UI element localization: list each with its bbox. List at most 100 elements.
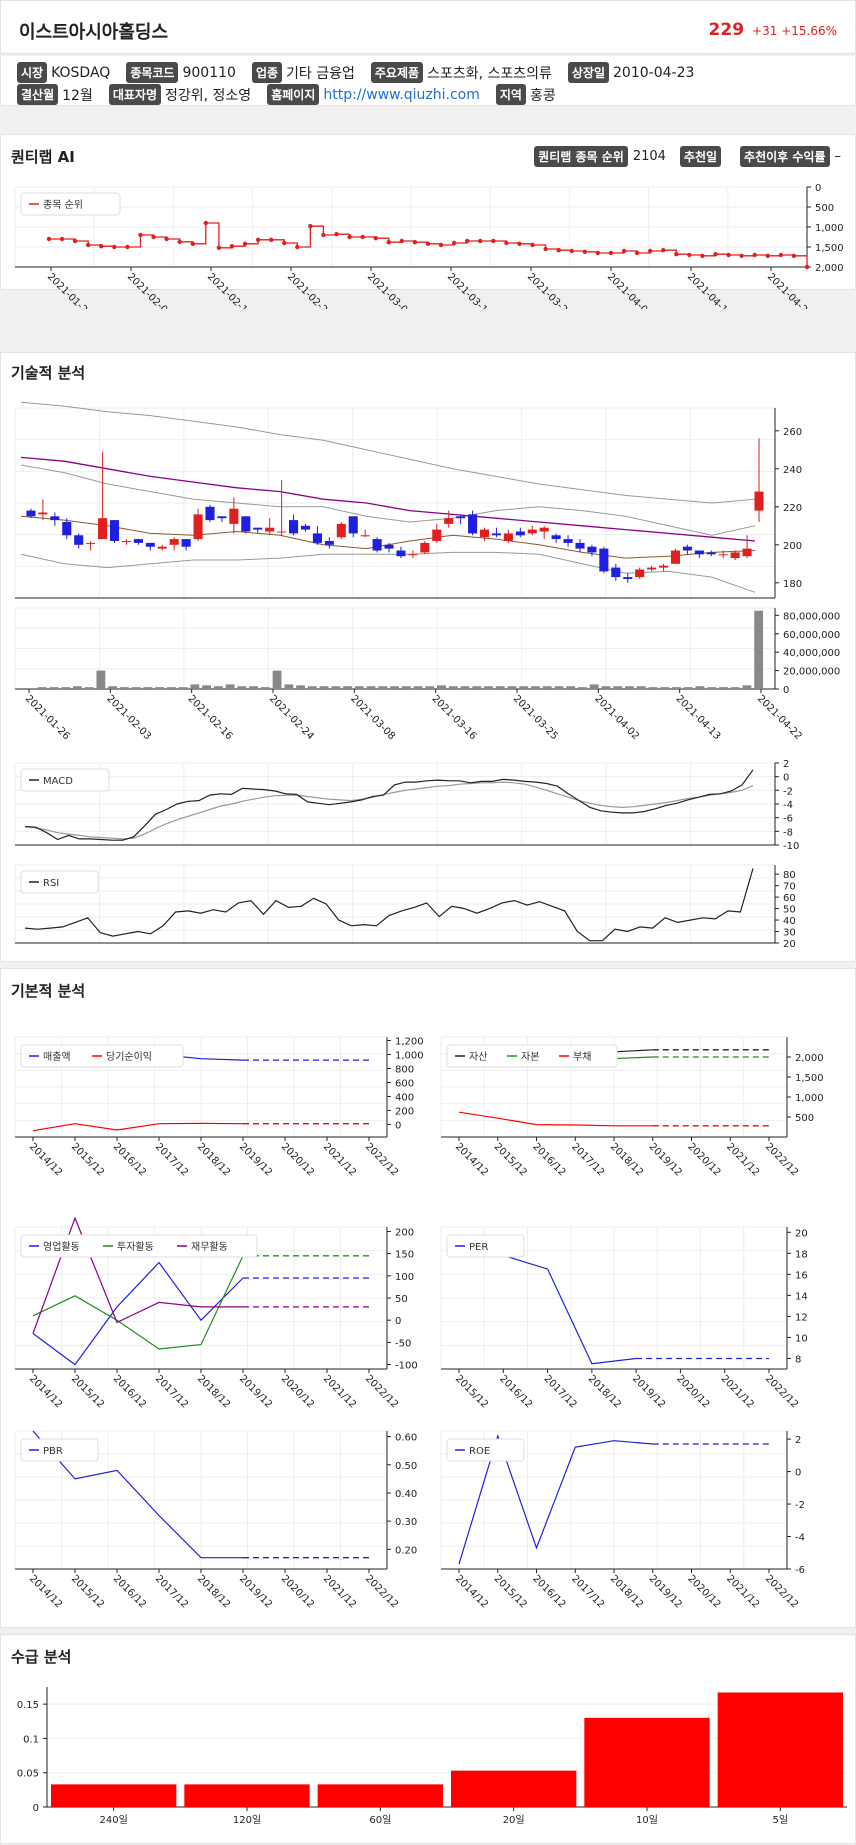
volume-bar xyxy=(742,685,752,689)
x-tick-label: 20일 xyxy=(503,1814,525,1826)
x-tick-label: 2021-02-16 xyxy=(205,271,254,309)
candle-body xyxy=(86,542,96,544)
candle-body xyxy=(623,577,633,579)
homepage-link[interactable]: http://www.qiuzhi.com xyxy=(323,86,480,103)
technical-card: 기술적 분석 180 200 220 240 260 0 20,000,000 40,000,… xyxy=(0,352,856,962)
x-tick-label: 2018/12 xyxy=(586,1373,623,1410)
candle-body xyxy=(241,516,251,532)
candle-body xyxy=(682,546,692,551)
ma_mid-line xyxy=(20,456,756,542)
volume-bar xyxy=(719,687,728,689)
x-tick-label: 2022/12 xyxy=(763,1573,800,1610)
volume-bar xyxy=(213,686,223,689)
candle-body xyxy=(491,533,501,536)
y-tick-label: 50 xyxy=(395,1294,408,1305)
volume-bar xyxy=(108,686,118,689)
candle-body xyxy=(432,529,442,541)
candle-body xyxy=(587,546,597,553)
series-line xyxy=(32,1430,243,1559)
candle-body xyxy=(468,514,478,534)
x-tick-label: 2020/12 xyxy=(685,1573,722,1610)
y-tick-label: 100 xyxy=(395,1272,414,1283)
legend-label: 부채 xyxy=(573,1051,591,1063)
volume-bar xyxy=(542,686,552,689)
volume-bar xyxy=(166,687,176,689)
x-tick-label: 2021-01-26 xyxy=(45,271,94,309)
y-tick-label: 8 xyxy=(795,1354,801,1365)
info-card: 시장 KOSDAQ 종목코드 900110 업종 기타 금융업 주요제품 스포츠화, 스포츠의… xyxy=(0,56,856,106)
volume-bar xyxy=(613,686,623,689)
x-tick-label: 2018/12 xyxy=(195,1141,232,1178)
y-tick-label: 200 xyxy=(395,1227,414,1238)
candle-body xyxy=(74,535,84,545)
rank-tag: 퀀티랩 종목 순위 xyxy=(534,146,628,167)
x-tick-label: 2021-03-08 xyxy=(365,271,414,309)
candle-body xyxy=(372,539,382,551)
y-tick-label: 1,500 xyxy=(795,1073,824,1084)
y-tick-label: 240 xyxy=(783,465,802,476)
candle-body xyxy=(300,525,311,530)
y-tick-label: 1,000 xyxy=(395,1050,424,1061)
x-tick-label: 2021-03-16 xyxy=(430,693,479,742)
info-value: 기타 금융업 xyxy=(286,65,355,82)
volume-bar xyxy=(131,687,141,689)
candle-body xyxy=(659,565,669,568)
legend-label: MACD xyxy=(43,776,73,787)
x-tick-label: 2021/12 xyxy=(724,1141,761,1178)
info-value: 12월 xyxy=(62,87,93,104)
candle-body xyxy=(420,542,430,553)
legend-label: 영업활동 xyxy=(43,1240,80,1253)
x-tick-label: 2021-02-16 xyxy=(186,693,235,742)
header-card: 이스트아시아홀딩스 229 +31 +15.66% xyxy=(0,0,856,54)
info-tag: 대표자명 xyxy=(108,84,161,105)
y-tick-label: 1,000 xyxy=(815,223,844,234)
volume-bar xyxy=(366,686,376,689)
supply-bar xyxy=(51,1784,177,1807)
x-tick-label: 2014/12 xyxy=(453,1141,490,1178)
x-tick-label: 2015/12 xyxy=(69,1373,106,1410)
series-line xyxy=(32,1122,244,1132)
ma_long-line xyxy=(20,401,756,504)
candle-body xyxy=(157,546,167,549)
y-tick-label: 400 xyxy=(395,1092,414,1103)
candle-body xyxy=(670,550,681,564)
y-tick-label: -6 xyxy=(795,1565,805,1576)
x-tick-label: 2021/12 xyxy=(321,1141,358,1178)
candle-body xyxy=(193,514,203,540)
current-price: 229 xyxy=(708,20,745,40)
volume-bar xyxy=(413,686,423,689)
x-tick-label: 2021-04-02 xyxy=(605,271,654,309)
rsi-line xyxy=(24,868,754,942)
x-tick-label: 2014/12 xyxy=(27,1373,64,1410)
legend-label: 재무활동 xyxy=(191,1240,228,1253)
supply-bar xyxy=(584,1717,710,1807)
candle-body xyxy=(324,541,334,545)
y-tick-label: 0 xyxy=(395,1316,401,1327)
volume-bar xyxy=(390,686,399,689)
x-tick-label: 2014/12 xyxy=(453,1573,490,1610)
y-tick-label: 20,000,000 xyxy=(783,667,840,678)
y-tick-label: 20 xyxy=(795,1228,808,1239)
volume-bar xyxy=(672,687,681,689)
candle-body xyxy=(277,531,287,533)
y-tick-label: 40,000,000 xyxy=(783,648,840,659)
y-tick-label: 1,500 xyxy=(815,243,844,254)
y-tick-label: 260 xyxy=(783,427,802,438)
x-tick-label: 2021-02-03 xyxy=(125,271,174,309)
company-name: 이스트아시아홀딩스 xyxy=(19,22,169,43)
quantilab-title: 퀀티랩 AI xyxy=(11,148,75,166)
supply-bar xyxy=(451,1770,577,1807)
legend xyxy=(20,1234,258,1258)
y-tick-label: -50 xyxy=(395,1338,411,1349)
x-tick-label: 2015/12 xyxy=(453,1373,490,1410)
y-tick-label: 0 xyxy=(33,1803,39,1814)
candle-body xyxy=(479,529,490,538)
volume-bar xyxy=(72,686,82,689)
candle-body xyxy=(599,548,609,572)
x-tick-label: 2019/12 xyxy=(237,1141,274,1178)
candle-body xyxy=(229,508,239,524)
volume-bar xyxy=(589,684,599,689)
series-line xyxy=(32,1255,244,1350)
candle-body xyxy=(62,522,72,536)
y-tick-label: 20 xyxy=(783,939,796,950)
